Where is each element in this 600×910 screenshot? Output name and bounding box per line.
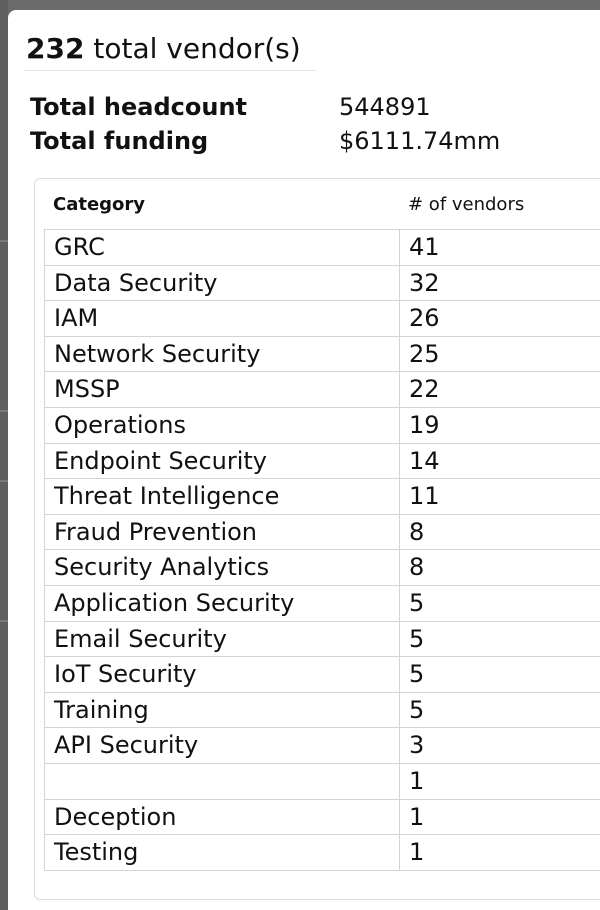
backdrop-divider [0,480,8,482]
vendor-count-cell: 41 [399,230,600,265]
table-row: Testing 1 [45,835,600,871]
table-row: API Security 3 [45,728,600,764]
table-row: GRC 41 [45,230,600,266]
funding-label: Total funding [30,127,209,155]
table-row: Network Security 25 [45,336,600,373]
category-cell: IAM [54,304,99,333]
table-row: IoT Security 5 [45,657,600,693]
column-header-vendor-count: # of vendors [408,194,525,215]
table-row: Endpoint Security 14 [45,443,600,480]
category-cell: Email Security [54,624,227,653]
category-cell: API Security [54,731,199,760]
vendor-count-title: 232 total vendor(s) [26,30,301,68]
table-row: IAM 26 [45,301,600,337]
title-divider [24,70,316,71]
table-row: Threat Intelligence 11 [45,479,600,515]
category-cell: MSSP [54,375,120,404]
vendor-count: 232 [26,32,85,65]
vendor-summary-modal: 232 total vendor(s) Total headcount 5448… [8,10,600,910]
table-row: MSSP 22 [45,372,600,408]
category-cell: Network Security [54,339,261,368]
backdrop-divider [0,410,8,412]
vendor-count-cell: 3 [399,728,600,763]
vendor-count-cell: 8 [399,514,600,550]
vendor-count-cell: 22 [399,372,600,407]
table-row: Email Security 5 [45,621,600,658]
headcount-value: 544891 [339,93,431,121]
vendor-count-cell: 26 [399,301,600,336]
vendor-count-cell: 5 [399,657,600,692]
vendor-count-cell: 5 [399,621,600,657]
vendor-count-cell: 1 [399,763,600,799]
modal-backdrop[interactable] [0,0,8,910]
category-table: Category # of vendors GRC 41 Data Securit… [34,178,600,900]
vendor-count-cell: 19 [399,407,600,443]
category-table-body: GRC 41 Data Security 32 IAM 26 Network Secu… [44,229,600,871]
table-row: Fraud Prevention 8 [45,514,600,551]
category-cell: Testing [54,838,139,867]
category-cell: Operations [54,410,186,439]
category-cell: Fraud Prevention [54,517,258,546]
funding-value: $6111.74mm [339,127,501,155]
category-cell: GRC [54,233,105,261]
vendor-count-cell: 14 [399,443,600,479]
table-row: Application Security 5 [45,585,600,622]
category-cell: Data Security [54,268,218,297]
category-cell: Endpoint Security [54,446,267,475]
category-cell: Security Analytics [54,553,270,582]
table-row: Security Analytics 8 [45,550,600,586]
table-row: Training 5 [45,692,600,729]
table-row: Data Security 32 [45,265,600,302]
vendor-count-cell: 1 [399,835,600,870]
headcount-label: Total headcount [30,93,248,121]
vendor-count-cell: 25 [399,336,600,372]
vendor-count-cell: 32 [399,265,600,301]
vendor-count-cell: 5 [399,692,600,728]
backdrop-divider [0,620,8,622]
category-cell: IoT Security [54,660,197,689]
vendor-count-cell: 11 [399,479,600,514]
category-cell: Threat Intelligence [54,482,280,511]
category-cell: Application Security [54,588,295,617]
table-row: 1 [45,763,600,800]
vendor-count-suffix: total vendor(s) [84,32,301,65]
vendor-count-cell: 1 [399,799,600,835]
category-cell: Training [54,695,149,724]
table-row: Operations 19 [45,407,600,444]
vendor-count-cell: 5 [399,585,600,621]
column-header-category: Category [53,194,146,215]
category-cell: Deception [54,802,177,831]
backdrop-divider [0,240,8,242]
vendor-count-cell: 8 [399,550,600,585]
table-row: Deception 1 [45,799,600,836]
